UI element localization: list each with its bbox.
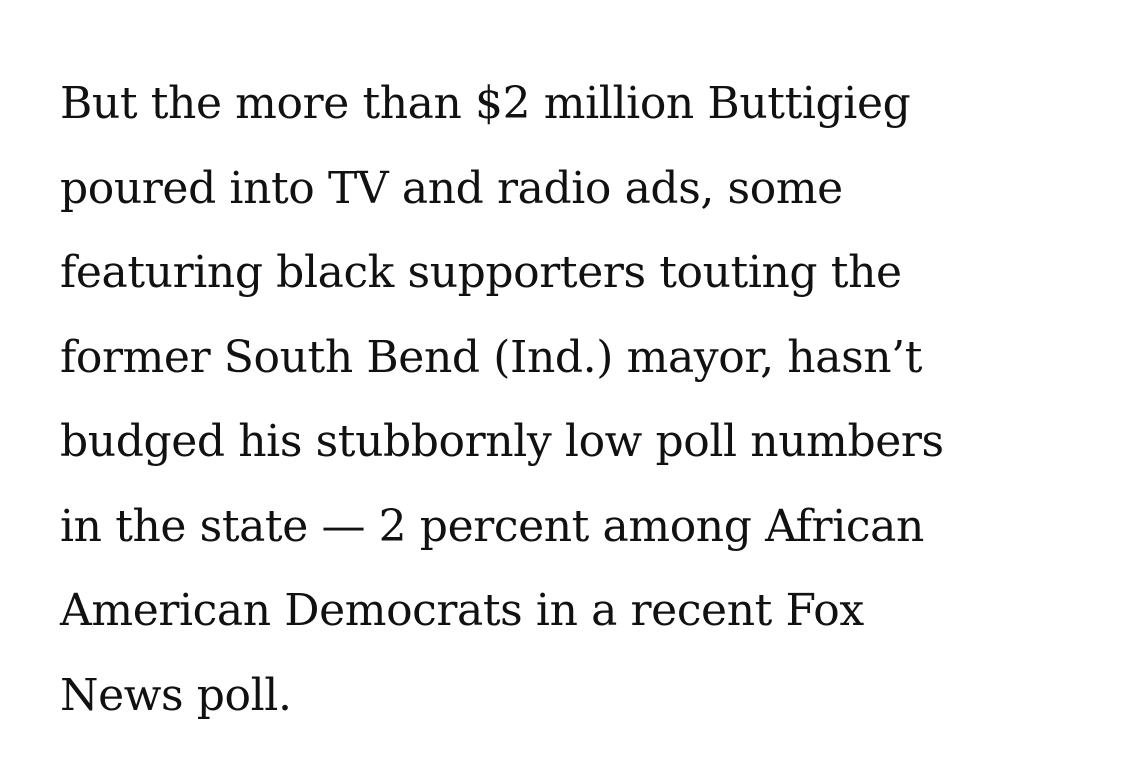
paragraph-line: featuring black supporters touting the — [60, 247, 902, 298]
paragraph-line: But the more than $2 million Buttigieg — [60, 78, 911, 129]
paragraph-line: in the state — 2 percent among African — [60, 500, 924, 552]
paragraph-line: American Democrats in a recent Fox — [60, 585, 864, 636]
article-paragraph: But the more than $2 million Buttigieg p… — [60, 62, 1100, 738]
paragraph-line: News poll. — [60, 669, 292, 721]
paragraph-line: budged his stubbornly low poll numbers — [60, 416, 944, 467]
paragraph-line: former South Bend (Ind.) mayor, hasn’t — [60, 331, 923, 383]
paragraph-line: poured into TV and radio ads, some — [60, 162, 843, 214]
